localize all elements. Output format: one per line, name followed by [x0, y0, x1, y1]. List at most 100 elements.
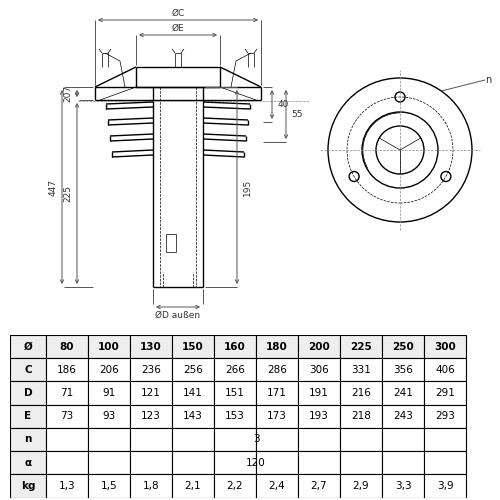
- Text: 2,4: 2,4: [268, 481, 285, 491]
- Text: 1,5: 1,5: [100, 481, 117, 491]
- Text: 1,8: 1,8: [142, 481, 160, 491]
- Bar: [424, 358, 466, 382]
- Bar: [382, 474, 424, 498]
- Bar: [130, 382, 172, 404]
- Bar: [88, 358, 130, 382]
- Text: α: α: [24, 458, 32, 468]
- Text: 236: 236: [141, 365, 161, 375]
- Text: 406: 406: [435, 365, 455, 375]
- Bar: [298, 428, 340, 451]
- Text: 356: 356: [393, 365, 413, 375]
- Text: D: D: [24, 388, 32, 398]
- Bar: [214, 451, 256, 474]
- Bar: [256, 335, 298, 358]
- Text: 286: 286: [267, 365, 287, 375]
- Bar: [88, 474, 130, 498]
- Text: 447: 447: [48, 178, 58, 196]
- Bar: [424, 451, 466, 474]
- Text: 225: 225: [64, 185, 72, 202]
- Bar: [214, 358, 256, 382]
- Bar: [256, 358, 298, 382]
- Bar: [214, 428, 256, 451]
- Text: ØE: ØE: [172, 24, 184, 32]
- Text: C: C: [24, 365, 32, 375]
- Bar: [256, 404, 298, 428]
- Bar: [88, 404, 130, 428]
- Text: ØD außen: ØD außen: [156, 310, 200, 320]
- Bar: [46, 335, 88, 358]
- Text: Ø: Ø: [24, 342, 32, 351]
- Bar: [130, 474, 172, 498]
- Text: 186: 186: [57, 365, 77, 375]
- Text: E: E: [24, 411, 32, 421]
- Bar: [130, 335, 172, 358]
- Text: 293: 293: [435, 411, 455, 421]
- Bar: [424, 382, 466, 404]
- Bar: [340, 382, 382, 404]
- Text: 160: 160: [224, 342, 246, 351]
- Text: 291: 291: [435, 388, 455, 398]
- Text: 3,3: 3,3: [394, 481, 411, 491]
- Text: 2,2: 2,2: [226, 481, 244, 491]
- Bar: [46, 428, 88, 451]
- Text: 143: 143: [183, 411, 203, 421]
- Text: 241: 241: [393, 388, 413, 398]
- Bar: [214, 404, 256, 428]
- Bar: [10, 358, 46, 382]
- Bar: [46, 382, 88, 404]
- Text: 71: 71: [60, 388, 74, 398]
- Text: 2,1: 2,1: [184, 481, 202, 491]
- Text: 3,9: 3,9: [436, 481, 454, 491]
- Text: 150: 150: [182, 342, 204, 351]
- Bar: [298, 404, 340, 428]
- Bar: [10, 382, 46, 404]
- Text: n: n: [24, 434, 32, 444]
- Bar: [256, 451, 298, 474]
- Bar: [46, 451, 88, 474]
- Bar: [88, 335, 130, 358]
- Bar: [298, 382, 340, 404]
- Text: 151: 151: [225, 388, 245, 398]
- Bar: [46, 358, 88, 382]
- Bar: [256, 428, 298, 451]
- Bar: [88, 451, 130, 474]
- Text: ØC: ØC: [172, 8, 184, 18]
- Text: 250: 250: [392, 342, 414, 351]
- Text: 2,9: 2,9: [352, 481, 370, 491]
- Text: 207: 207: [64, 85, 72, 102]
- Bar: [172, 382, 214, 404]
- Bar: [172, 474, 214, 498]
- Bar: [46, 404, 88, 428]
- Text: 225: 225: [350, 342, 372, 351]
- Text: 141: 141: [183, 388, 203, 398]
- Text: 216: 216: [351, 388, 371, 398]
- Bar: [298, 358, 340, 382]
- Text: 173: 173: [267, 411, 287, 421]
- Text: 331: 331: [351, 365, 371, 375]
- Text: 2,7: 2,7: [310, 481, 328, 491]
- Bar: [172, 404, 214, 428]
- Bar: [424, 474, 466, 498]
- Text: 123: 123: [141, 411, 161, 421]
- Bar: [172, 451, 214, 474]
- Text: 130: 130: [140, 342, 162, 351]
- Text: 171: 171: [267, 388, 287, 398]
- Bar: [382, 428, 424, 451]
- Text: 300: 300: [434, 342, 456, 351]
- Text: 153: 153: [225, 411, 245, 421]
- Bar: [10, 428, 46, 451]
- Bar: [46, 474, 88, 498]
- Bar: [298, 335, 340, 358]
- Bar: [424, 428, 466, 451]
- Bar: [10, 335, 46, 358]
- Bar: [382, 382, 424, 404]
- Bar: [130, 428, 172, 451]
- Text: 243: 243: [393, 411, 413, 421]
- Bar: [256, 382, 298, 404]
- Bar: [382, 335, 424, 358]
- Text: 200: 200: [308, 342, 330, 351]
- Bar: [10, 474, 46, 498]
- Text: 266: 266: [225, 365, 245, 375]
- Bar: [340, 358, 382, 382]
- Text: 191: 191: [309, 388, 329, 398]
